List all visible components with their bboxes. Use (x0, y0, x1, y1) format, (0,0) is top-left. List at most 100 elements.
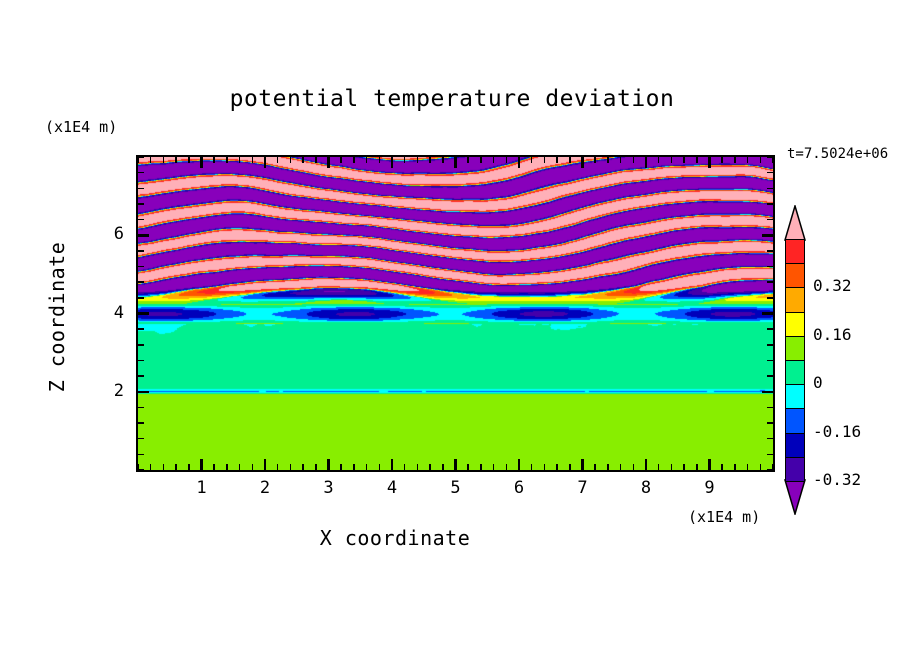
x-minor-tick (353, 464, 355, 470)
x-minor-tick (315, 464, 317, 470)
x-minor-tick-top (530, 157, 533, 163)
colorbar-band-purple (785, 456, 805, 483)
x-major-tick-top (581, 157, 584, 168)
x-minor-tick-top (162, 157, 165, 163)
y-major-tick (138, 390, 149, 393)
y-minor-tick (138, 469, 144, 471)
x-minor-tick-top (251, 157, 254, 163)
x-minor-tick (607, 464, 609, 470)
y-major-tick (138, 234, 149, 237)
x-minor-tick-top (696, 157, 698, 163)
x-minor-tick (442, 464, 444, 470)
y-tick-label: 4 (113, 302, 124, 323)
y-major-tick-right (762, 312, 773, 315)
x-tick-label: 7 (577, 478, 588, 498)
x-minor-tick-top (340, 157, 342, 163)
y-minor-tick (138, 422, 144, 424)
x-minor-tick (429, 464, 431, 470)
x-minor-tick-top (772, 157, 774, 163)
colorbar-band-orange-red (785, 263, 805, 289)
y-minor-tick-right (767, 344, 773, 346)
x-minor-tick-top (149, 157, 152, 163)
x-minor-tick-top (480, 157, 482, 163)
x-minor-tick-top (492, 157, 495, 163)
x-minor-tick (213, 464, 215, 470)
colorbar-tick-label: 0.16 (813, 324, 852, 344)
x-minor-tick (149, 464, 152, 470)
x-minor-tick (480, 464, 482, 470)
x-minor-tick-top (416, 157, 419, 163)
colorbar-tick-label: -0.32 (813, 470, 862, 489)
colorbar-band-yellow-green (785, 335, 805, 362)
y-minor-tick-right (767, 328, 773, 330)
y-minor-tick-right (767, 437, 773, 440)
x-minor-tick-top (683, 157, 685, 163)
x-minor-tick-top (353, 157, 355, 163)
x-minor-tick-top (213, 157, 215, 163)
x-minor-tick-top (365, 157, 368, 163)
x-minor-tick-top (403, 157, 406, 163)
y-minor-tick (138, 156, 144, 158)
x-tick-label: 4 (386, 478, 398, 498)
y-major-tick (138, 312, 149, 315)
x-minor-tick-top (302, 157, 304, 163)
x-major-tick (581, 459, 584, 470)
x-tick-label: 8 (640, 478, 652, 498)
x-minor-tick (365, 464, 368, 470)
y-axis-label: Z coordinate (45, 241, 69, 393)
x-minor-tick (492, 464, 495, 470)
x-minor-tick (175, 464, 177, 470)
x-minor-tick-top (594, 157, 596, 163)
y-axis-units-label: (x1E4 m) (45, 118, 118, 136)
contour-plot-area (136, 155, 775, 472)
y-minor-tick (138, 406, 144, 409)
colorbar-band-blue (785, 408, 805, 435)
x-minor-tick (289, 464, 292, 470)
y-minor-tick-right (767, 203, 773, 205)
x-minor-tick-top (721, 157, 723, 163)
x-minor-tick-top (657, 157, 660, 163)
x-major-tick-top (263, 157, 267, 168)
y-minor-tick (138, 250, 144, 252)
x-minor-tick-top (632, 157, 635, 163)
colorbar-band-cyan (785, 384, 805, 410)
x-minor-tick-top (467, 157, 469, 163)
x-minor-tick (632, 464, 635, 470)
x-minor-tick-top (759, 157, 762, 163)
x-minor-tick (467, 464, 469, 470)
x-minor-tick (276, 464, 279, 470)
y-minor-tick-right (767, 218, 773, 221)
y-tick-label: 2 (113, 380, 124, 401)
x-minor-tick (721, 464, 723, 470)
x-minor-tick-top (238, 157, 241, 163)
x-minor-tick-top (556, 157, 558, 163)
x-tick-label: 5 (450, 478, 461, 498)
y-minor-tick-right (767, 453, 773, 456)
y-minor-tick (138, 453, 144, 456)
x-minor-tick (226, 464, 228, 470)
x-major-tick-top (327, 157, 330, 168)
y-minor-tick (138, 437, 144, 440)
y-minor-tick (138, 171, 144, 174)
x-minor-tick-top (619, 157, 622, 163)
y-minor-tick (138, 297, 144, 299)
timestamp-annotation: t=7.5024e+06 (787, 146, 889, 162)
x-minor-tick-top (276, 157, 279, 163)
x-major-tick (454, 459, 457, 470)
x-minor-tick (683, 464, 685, 470)
y-minor-tick-right (767, 281, 773, 283)
colorbar-band-navy (785, 432, 805, 459)
x-minor-tick (302, 464, 304, 470)
x-minor-tick-top (429, 157, 431, 163)
x-major-tick-top (390, 157, 394, 168)
y-minor-tick (138, 375, 144, 377)
colorbar-band-red (785, 239, 805, 265)
y-minor-tick-right (767, 469, 773, 471)
x-minor-tick-top (734, 157, 736, 163)
x-major-tick-top (644, 157, 648, 168)
x-minor-tick-top (137, 157, 139, 163)
x-major-tick (327, 459, 330, 470)
x-minor-tick-top (188, 157, 190, 163)
x-minor-tick (556, 464, 558, 470)
